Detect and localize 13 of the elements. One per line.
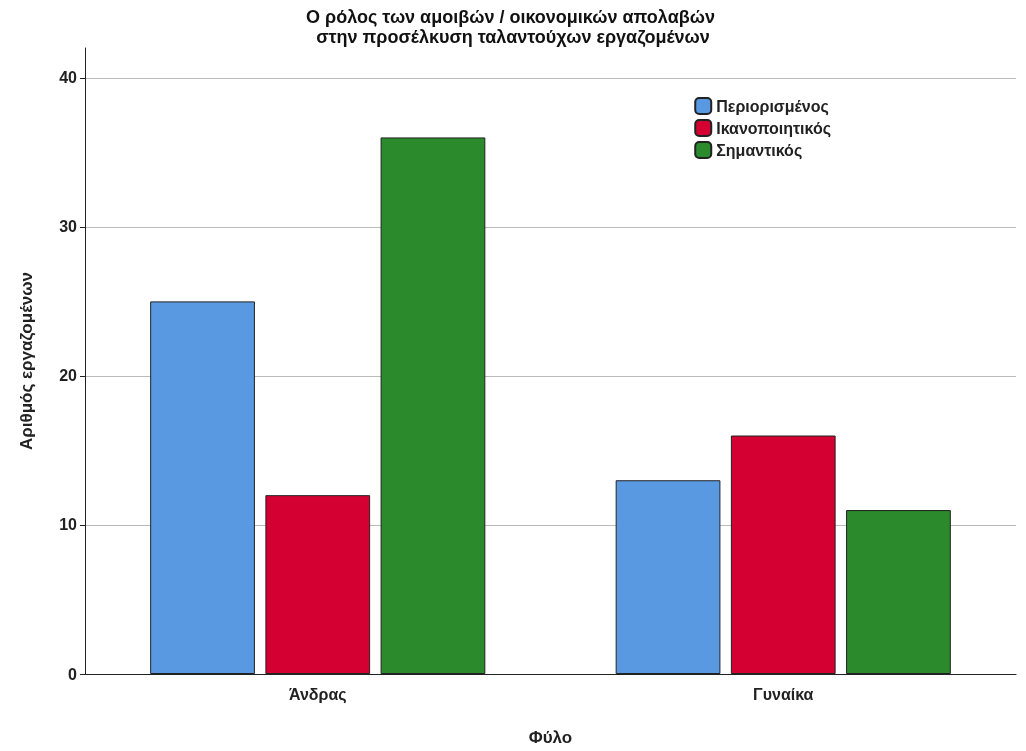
y-tick-label: 0 bbox=[68, 665, 78, 683]
y-tick-label: 30 bbox=[59, 218, 78, 236]
y-tick-label: 20 bbox=[59, 367, 78, 385]
legend-label: Ικανοποιητικός bbox=[716, 119, 831, 138]
legend-label: Σημαντικός bbox=[716, 141, 803, 160]
x-axis-title: Φύλο bbox=[528, 728, 573, 747]
x-tick-label: Άνδρας bbox=[288, 685, 347, 704]
y-axis-title: Αριθμός εργαζομένων bbox=[17, 271, 36, 451]
legend-label: Περιορισμένος bbox=[716, 97, 829, 116]
chart-title: Ο ρόλος των αμοιβών / οικονομικών απολαβών στην προσέλκυση ταλαντούχων εργαζομένων bbox=[306, 7, 720, 48]
y-tick-label: 40 bbox=[59, 69, 78, 87]
y-tick-label: 10 bbox=[59, 516, 78, 534]
x-tick-label: Γυναίκα bbox=[753, 685, 814, 703]
